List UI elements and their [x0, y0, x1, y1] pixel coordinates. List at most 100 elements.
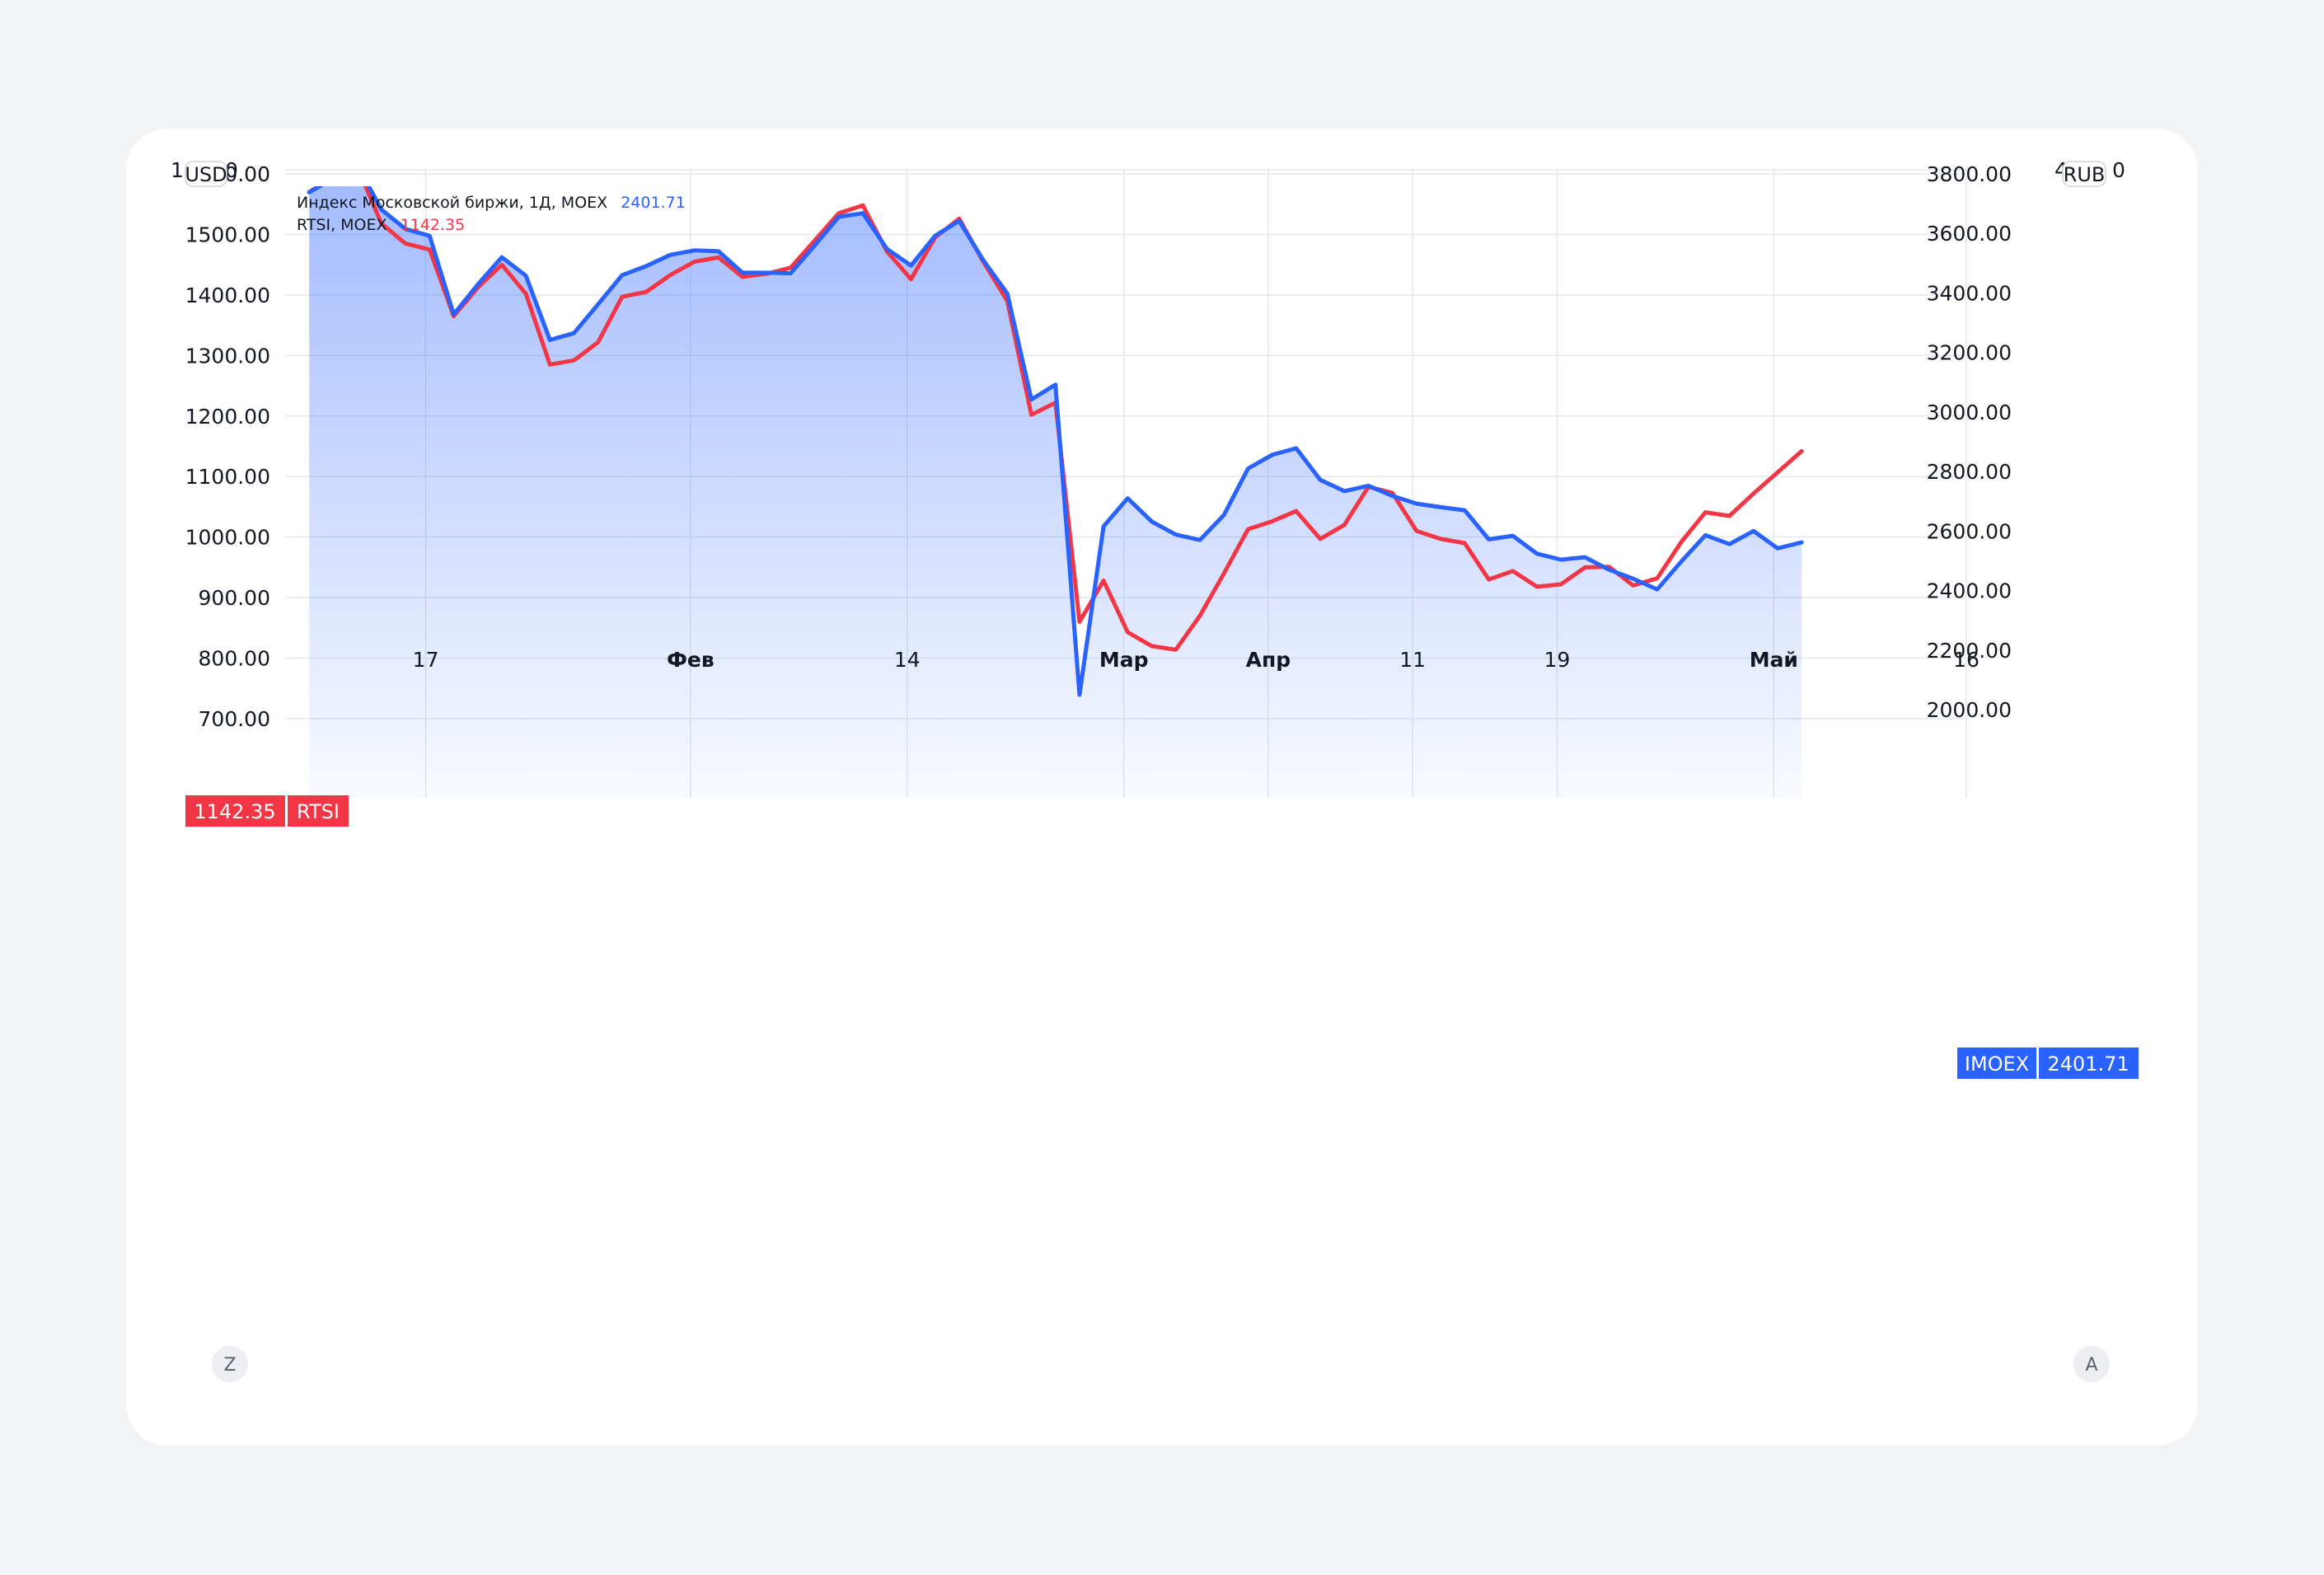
rtsi-point	[1101, 579, 1106, 584]
imoex-point	[572, 330, 577, 335]
left-unit-label: USD	[185, 163, 227, 186]
rtsi-point	[668, 273, 672, 278]
imoex-point	[1342, 489, 1347, 494]
plot-area[interactable]	[307, 162, 1804, 798]
rtsi-point	[403, 241, 408, 246]
right-tick-label: 3800.00	[1927, 162, 2012, 186]
right-unit-pill[interactable]: RUB	[2062, 161, 2106, 187]
imoex-point	[1318, 477, 1323, 482]
rtsi-point	[1486, 577, 1491, 582]
rtsi-point	[1679, 540, 1684, 545]
rtsi-point	[1582, 565, 1587, 570]
imoex-point	[644, 264, 649, 269]
log-scale-button[interactable]: Z	[212, 1346, 248, 1382]
imoex-point	[1150, 519, 1155, 524]
imoex-series-line	[307, 186, 1804, 697]
imoex-point	[1125, 496, 1130, 501]
legend-imoex-value: 2401.71	[621, 194, 686, 212]
left-tick-label: 700.00	[199, 707, 270, 731]
imoex-point	[1053, 382, 1058, 387]
rtsi-point	[981, 259, 986, 264]
left-tick-label: 900.00	[199, 586, 270, 610]
imoex-point	[1582, 555, 1587, 560]
rtsi-price-tag: 1142.35 RTSI	[185, 795, 349, 827]
x-tick-label: 11	[1399, 648, 1426, 672]
rtsi-point	[764, 271, 769, 276]
rtsi-point	[1053, 401, 1058, 405]
left-tick-label: 800.00	[199, 647, 270, 671]
rtsi-point	[451, 314, 456, 319]
imoex-price-tag: IMOEX 2401.71	[1957, 1048, 2139, 1079]
right-tick-label: 3600.00	[1927, 222, 2012, 246]
left-top-tick-fragment-a: 1	[171, 158, 184, 182]
imoex-point	[330, 176, 335, 180]
rtsi-point	[1077, 619, 1082, 624]
rtsi-point	[499, 262, 504, 267]
rtsi-point	[1174, 647, 1178, 652]
rtsi-point	[1727, 513, 1732, 518]
rtsi-point	[1534, 584, 1539, 589]
rtsi-point	[1799, 448, 1804, 453]
price-chart[interactable]: 1600.001500.001400.001300.001200.001100.…	[126, 129, 2198, 1446]
rtsi-point	[1390, 490, 1395, 495]
imoex-point	[1438, 504, 1443, 509]
rtsi-point	[1414, 528, 1419, 533]
x-tick-label: 14	[894, 648, 921, 672]
imoex-point	[692, 248, 697, 253]
rtsi-point	[1028, 412, 1033, 417]
rtsi-point	[933, 235, 938, 240]
auto-scale-button-label: A	[2085, 1355, 2097, 1376]
imoex-point	[1005, 291, 1010, 296]
log-scale-button-label: Z	[223, 1355, 236, 1376]
right-tick-label: 2200.00	[1927, 639, 2012, 663]
time-axis[interactable]: 17 Фев 14 Мар Апр 11 19 Май 16	[413, 648, 1980, 672]
rtsi-point	[813, 238, 818, 243]
x-tick-label: Фев	[667, 648, 715, 672]
auto-scale-button[interactable]: A	[2073, 1346, 2110, 1382]
rtsi-point	[1366, 485, 1371, 490]
rtsi-point	[1775, 470, 1780, 475]
rtsi-point	[836, 211, 841, 216]
right-tick-label: 3400.00	[1927, 281, 2012, 305]
imoex-point	[1775, 546, 1780, 551]
rtsi-point	[1631, 583, 1636, 588]
rtsi-point	[1005, 298, 1010, 303]
left-top-tick-fragment-b: 0	[225, 158, 238, 182]
x-tick-label: 17	[413, 648, 439, 672]
rtsi-point	[1342, 523, 1347, 527]
imoex-point	[547, 338, 552, 343]
rtsi-point	[957, 216, 962, 221]
rtsi-point	[427, 247, 432, 252]
left-price-axis[interactable]: 1600.001500.001400.001300.001200.001100.…	[185, 162, 270, 731]
rtsi-point	[547, 362, 552, 367]
imoex-point	[1799, 540, 1804, 545]
left-unit-pill[interactable]: USD	[185, 161, 227, 187]
imoex-point	[1679, 559, 1684, 564]
rtsi-point	[1751, 491, 1756, 496]
imoex-point	[908, 263, 913, 268]
rtsi-point	[355, 164, 360, 169]
x-tick-label: Май	[1750, 648, 1798, 672]
rtsi-point	[884, 249, 889, 254]
imoex-point	[523, 274, 528, 279]
x-tick-label: Мар	[1099, 648, 1149, 672]
legend-imoex-name: Индекс Московской биржи, 1Д, MOEX	[297, 194, 607, 212]
imoex-point	[860, 211, 865, 216]
rtsi-point	[476, 285, 480, 290]
rtsi-point	[716, 255, 721, 260]
rtsi-point	[1150, 644, 1155, 649]
rtsi-point	[1125, 630, 1130, 635]
imoex-area	[309, 186, 1802, 798]
right-price-axis[interactable]: 3800.00 3600.00 3400.00 3200.00 3000.00 2800.…	[1927, 162, 2012, 722]
rtsi-point	[330, 175, 335, 180]
svg-text:Индекс Московской биржи, 1Д, M: Индекс Московской биржи, 1Д, MOEX 2401.7…	[297, 194, 686, 212]
rtsi-point	[1197, 613, 1202, 618]
rtsi-point	[1462, 541, 1467, 546]
rtsi-point	[1655, 576, 1660, 581]
imoex-point	[1511, 533, 1516, 538]
rtsi-point	[523, 291, 528, 296]
right-tick-label: 2000.00	[1927, 698, 2012, 722]
imoex-point	[620, 273, 625, 278]
imoex-point	[1245, 466, 1250, 471]
imoex-point	[1221, 513, 1226, 518]
